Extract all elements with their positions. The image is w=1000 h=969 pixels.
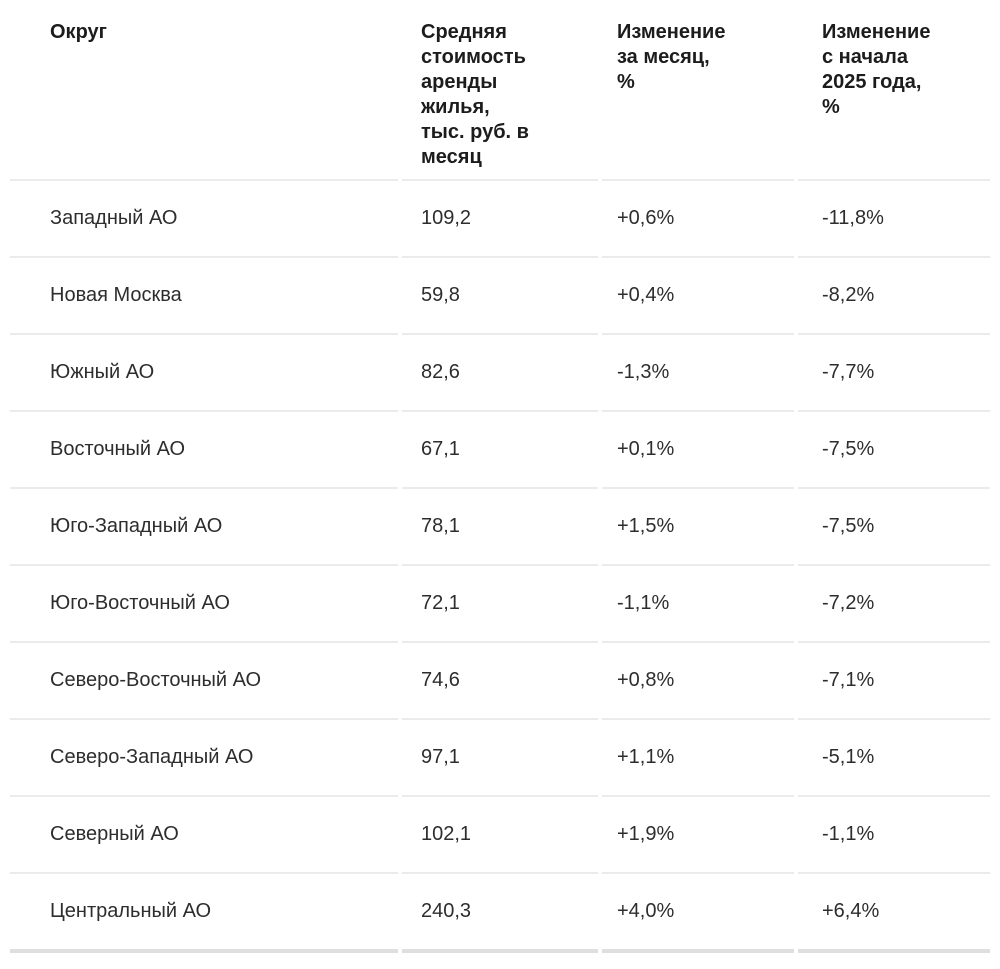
cell-average-rent: 59,8 — [402, 258, 598, 335]
cell-district-name: Центральный АО — [10, 874, 398, 953]
cell-ytd-change: -7,7% — [798, 335, 990, 412]
column-header-ytd-change: Изменение с начала 2025 года, % — [798, 0, 990, 181]
cell-district-name: Новая Москва — [10, 258, 398, 335]
table-row: Центральный АО 240,3 +4,0% +6,4% — [10, 874, 990, 953]
cell-ytd-change: +6,4% — [798, 874, 990, 953]
cell-month-change: +0,6% — [602, 181, 794, 258]
table-body: Западный АО 109,2 +0,6% -11,8% Новая Мос… — [10, 181, 990, 953]
column-header-month-change: Изменение за месяц, % — [602, 0, 794, 181]
rent-price-table-page: Округ Средняя стоимость аренды жилья, ты… — [10, 0, 990, 953]
rent-price-table: Округ Средняя стоимость аренды жилья, ты… — [10, 0, 990, 953]
cell-district-name: Северо-Восточный АО — [10, 643, 398, 720]
table-row: Западный АО 109,2 +0,6% -11,8% — [10, 181, 990, 258]
cell-ytd-change: -5,1% — [798, 720, 990, 797]
table-header-row: Округ Средняя стоимость аренды жилья, ты… — [10, 0, 990, 181]
cell-ytd-change: -7,1% — [798, 643, 990, 720]
table-row: Южный АО 82,6 -1,3% -7,7% — [10, 335, 990, 412]
table-row: Юго-Западный АО 78,1 +1,5% -7,5% — [10, 489, 990, 566]
cell-average-rent: 240,3 — [402, 874, 598, 953]
cell-district-name: Западный АО — [10, 181, 398, 258]
cell-ytd-change: -7,5% — [798, 412, 990, 489]
cell-average-rent: 67,1 — [402, 412, 598, 489]
cell-district-name: Северный АО — [10, 797, 398, 874]
cell-district-name: Северо-Западный АО — [10, 720, 398, 797]
column-header-district: Округ — [10, 0, 398, 181]
table-row: Северо-Восточный АО 74,6 +0,8% -7,1% — [10, 643, 990, 720]
column-header-average-rent: Средняя стоимость аренды жилья, тыс. руб… — [402, 0, 598, 181]
table-row: Северо-Западный АО 97,1 +1,1% -5,1% — [10, 720, 990, 797]
cell-month-change: +0,4% — [602, 258, 794, 335]
table-row: Юго-Восточный АО 72,1 -1,1% -7,2% — [10, 566, 990, 643]
cell-district-name: Южный АО — [10, 335, 398, 412]
cell-average-rent: 72,1 — [402, 566, 598, 643]
cell-month-change: +1,5% — [602, 489, 794, 566]
cell-month-change: -1,3% — [602, 335, 794, 412]
cell-average-rent: 78,1 — [402, 489, 598, 566]
cell-month-change: +4,0% — [602, 874, 794, 953]
cell-district-name: Юго-Западный АО — [10, 489, 398, 566]
cell-average-rent: 74,6 — [402, 643, 598, 720]
cell-ytd-change: -7,5% — [798, 489, 990, 566]
cell-ytd-change: -11,8% — [798, 181, 990, 258]
cell-month-change: -1,1% — [602, 566, 794, 643]
table-row: Новая Москва 59,8 +0,4% -8,2% — [10, 258, 990, 335]
cell-month-change: +1,9% — [602, 797, 794, 874]
cell-district-name: Юго-Восточный АО — [10, 566, 398, 643]
table-row: Восточный АО 67,1 +0,1% -7,5% — [10, 412, 990, 489]
cell-ytd-change: -1,1% — [798, 797, 990, 874]
table-row: Северный АО 102,1 +1,9% -1,1% — [10, 797, 990, 874]
cell-month-change: +0,1% — [602, 412, 794, 489]
cell-ytd-change: -8,2% — [798, 258, 990, 335]
cell-district-name: Восточный АО — [10, 412, 398, 489]
cell-average-rent: 102,1 — [402, 797, 598, 874]
cell-average-rent: 82,6 — [402, 335, 598, 412]
cell-ytd-change: -7,2% — [798, 566, 990, 643]
cell-month-change: +0,8% — [602, 643, 794, 720]
cell-average-rent: 97,1 — [402, 720, 598, 797]
cell-average-rent: 109,2 — [402, 181, 598, 258]
cell-month-change: +1,1% — [602, 720, 794, 797]
